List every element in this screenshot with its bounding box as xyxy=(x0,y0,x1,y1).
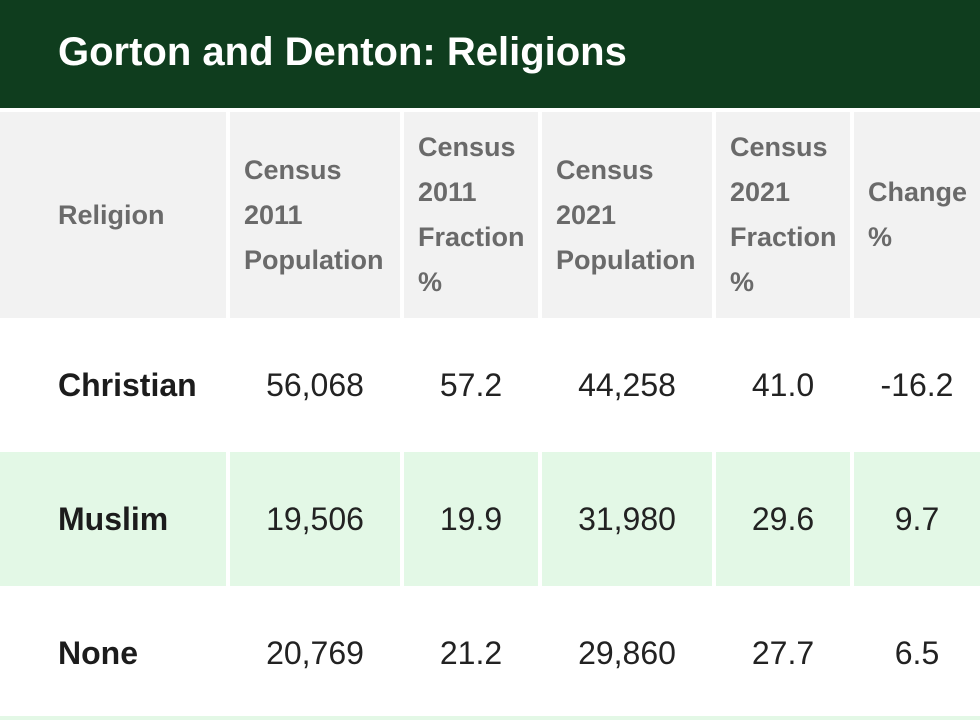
religion-cell: None xyxy=(0,586,226,720)
change-cell: -16.2 xyxy=(854,318,980,452)
header-cell-census-2021-fraction: Census 2021 Fraction % xyxy=(716,112,850,318)
title-bar: Gorton and Denton: Religions xyxy=(0,0,980,108)
census-2011-fraction-cell: 19.9 xyxy=(404,452,538,586)
header-label: Census 2021 Fraction % xyxy=(730,132,837,297)
table-row: Muslim 19,506 19.9 31,980 29.6 9.7 xyxy=(0,452,980,586)
header-cell-census-2021-population: Census 2021 Population xyxy=(542,112,712,318)
change-cell: 9.7 xyxy=(854,452,980,586)
table-row: None 20,769 21.2 29,860 27.7 6.5 xyxy=(0,586,980,720)
next-row-edge xyxy=(0,716,980,720)
table-row: Christian 56,068 57.2 44,258 41.0 -16.2 xyxy=(0,318,980,452)
header-label: Religion xyxy=(58,199,165,230)
header-label: Census 2011 Fraction % xyxy=(418,132,525,297)
census-2011-population-cell: 56,068 xyxy=(230,318,400,452)
header-cell-census-2011-fraction: Census 2011 Fraction % xyxy=(404,112,538,318)
census-2011-population-cell: 20,769 xyxy=(230,586,400,720)
census-2021-population-cell: 31,980 xyxy=(542,452,712,586)
header-cell-change: Change % xyxy=(854,112,980,318)
census-2011-fraction-cell: 57.2 xyxy=(404,318,538,452)
census-2011-fraction-cell: 21.2 xyxy=(404,586,538,720)
header-label: Census 2021 Population xyxy=(556,154,696,275)
header-cell-census-2011-population: Census 2011 Population xyxy=(230,112,400,318)
census-2021-population-cell: 44,258 xyxy=(542,318,712,452)
religion-cell: Muslim xyxy=(0,452,226,586)
header-label: Census 2011 Population xyxy=(244,154,384,275)
census-2021-fraction-cell: 29.6 xyxy=(716,452,850,586)
census-2021-fraction-cell: 41.0 xyxy=(716,318,850,452)
header-cell-religion: Religion xyxy=(0,112,226,318)
change-cell: 6.5 xyxy=(854,586,980,720)
census-2011-population-cell: 19,506 xyxy=(230,452,400,586)
header-label: Change % xyxy=(868,177,968,252)
page-title: Gorton and Denton: Religions xyxy=(58,30,627,74)
table-header-row: Religion Census 2011 Population Census 2… xyxy=(0,112,980,318)
religions-table: Religion Census 2011 Population Census 2… xyxy=(0,112,980,720)
census-2021-population-cell: 29,860 xyxy=(542,586,712,720)
religion-cell: Christian xyxy=(0,318,226,452)
census-2021-fraction-cell: 27.7 xyxy=(716,586,850,720)
